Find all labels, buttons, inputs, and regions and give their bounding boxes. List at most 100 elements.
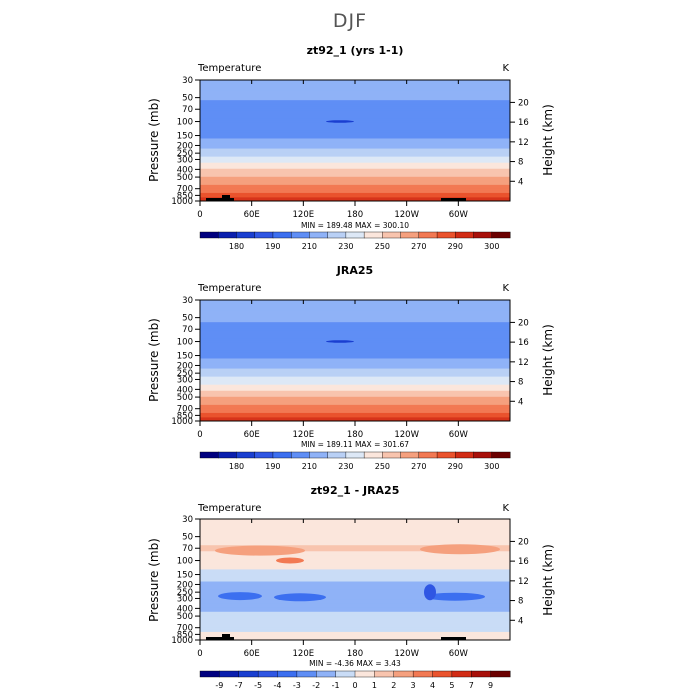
terrain-mask <box>222 195 230 201</box>
field-band <box>200 318 510 321</box>
field-band <box>200 378 510 382</box>
colorbar-swatch <box>327 451 347 459</box>
x-tick-label: 60W <box>449 649 469 659</box>
colorbar-label: 210 <box>302 242 317 251</box>
field-band <box>200 320 510 323</box>
field-band <box>200 565 510 568</box>
field-band <box>200 100 510 103</box>
x-tick-label: 120W <box>394 430 419 440</box>
y-tick-label: 70 <box>182 544 193 554</box>
colorbar-swatch <box>316 670 337 678</box>
warm-anomaly <box>215 545 305 556</box>
y-tick-label: 200 <box>177 141 193 151</box>
colorbar-swatch <box>290 231 310 239</box>
y-tick-label: 100 <box>177 338 193 348</box>
y-tick-label: 250 <box>177 369 193 379</box>
field-band <box>200 621 510 625</box>
field-band <box>200 406 510 410</box>
terrain-mask <box>222 634 230 640</box>
field-band <box>200 308 510 311</box>
field-band <box>200 529 510 532</box>
y2-tick-label: 8 <box>518 158 523 168</box>
colorbar-swatch <box>257 670 279 678</box>
field-band <box>200 350 510 354</box>
y-tick-label: 400 <box>177 604 193 614</box>
y-tick-label: 150 <box>177 132 193 142</box>
y-tick-label: 200 <box>177 361 193 371</box>
colorbar-swatch <box>382 451 402 459</box>
y2-tick-label: 20 <box>518 537 529 547</box>
field-band <box>200 533 510 536</box>
y-tick-label: 250 <box>177 588 193 598</box>
colorbar-swatch <box>418 451 438 459</box>
field-band <box>200 537 510 540</box>
cold-core <box>326 340 354 343</box>
field-band <box>200 597 510 601</box>
colorbar-label: 270 <box>411 242 426 251</box>
field-band <box>200 106 510 109</box>
colorbar-swatch <box>345 231 365 239</box>
y-tick-label: 850 <box>177 191 193 201</box>
colorbar-swatch <box>382 231 402 239</box>
colorbar-swatch <box>412 670 434 678</box>
field-band <box>200 617 510 621</box>
x-tick-label: 60E <box>244 649 260 659</box>
field-band <box>200 136 510 140</box>
colorbar-swatch <box>436 451 456 459</box>
field-band <box>200 569 510 573</box>
colorbar-swatch <box>218 231 237 239</box>
field-band <box>200 390 510 394</box>
terrain-mask <box>441 637 466 640</box>
field-band <box>200 190 510 194</box>
field-band <box>200 575 510 579</box>
field-band <box>200 563 510 566</box>
field-band <box>200 328 510 331</box>
field-band <box>200 384 510 388</box>
colorbar-label: 180 <box>229 242 244 251</box>
field-band <box>200 132 510 136</box>
panel-1-units: K <box>502 63 509 74</box>
field-band <box>200 360 510 364</box>
y-tick-label: 150 <box>177 571 193 581</box>
colorbar-swatch <box>490 670 511 678</box>
field-band <box>200 96 510 99</box>
panel-2: JRA25 Temperature K 30507010015020025030… <box>147 264 555 471</box>
field-band <box>200 573 510 577</box>
field-band <box>200 90 510 93</box>
y-tick-label: 400 <box>177 165 193 175</box>
field-band <box>200 404 510 408</box>
field-band <box>200 326 510 329</box>
field-band <box>200 332 510 335</box>
panel-1-y2label: Height (km) <box>541 104 555 175</box>
x-tick-label: 60E <box>244 430 260 440</box>
colorbar-swatch <box>218 451 237 459</box>
colorbar-swatch <box>455 231 475 239</box>
field-band <box>200 410 510 414</box>
colorbar-swatch <box>363 231 383 239</box>
panel-3-ylabel: Pressure (mb) <box>147 538 161 622</box>
terrain-mask <box>441 198 466 201</box>
field-band <box>200 619 510 623</box>
colorbar-swatch <box>418 231 438 239</box>
colorbar-swatch <box>290 451 310 459</box>
y-tick-label: 30 <box>182 296 193 306</box>
x-tick-label: 180 <box>347 210 363 220</box>
colorbar-label: 9 <box>488 681 493 690</box>
panel-1-colorbar: 180 190 210 230 250 270 290 300 <box>199 231 511 251</box>
y-tick-label: 850 <box>177 411 193 421</box>
field-band <box>200 154 510 158</box>
surface-layer <box>200 417 510 421</box>
colorbar-label: -7 <box>235 681 243 690</box>
surface-layer <box>200 197 510 201</box>
x-tick-label: 120W <box>394 210 419 220</box>
field-band <box>200 583 510 587</box>
field-band <box>200 358 510 362</box>
warm-anomaly <box>420 544 500 555</box>
field-band <box>200 593 510 597</box>
x-tick-label: 180 <box>347 430 363 440</box>
field-band <box>200 160 510 164</box>
field-band <box>200 130 510 134</box>
colorbar-label: -9 <box>215 681 223 690</box>
